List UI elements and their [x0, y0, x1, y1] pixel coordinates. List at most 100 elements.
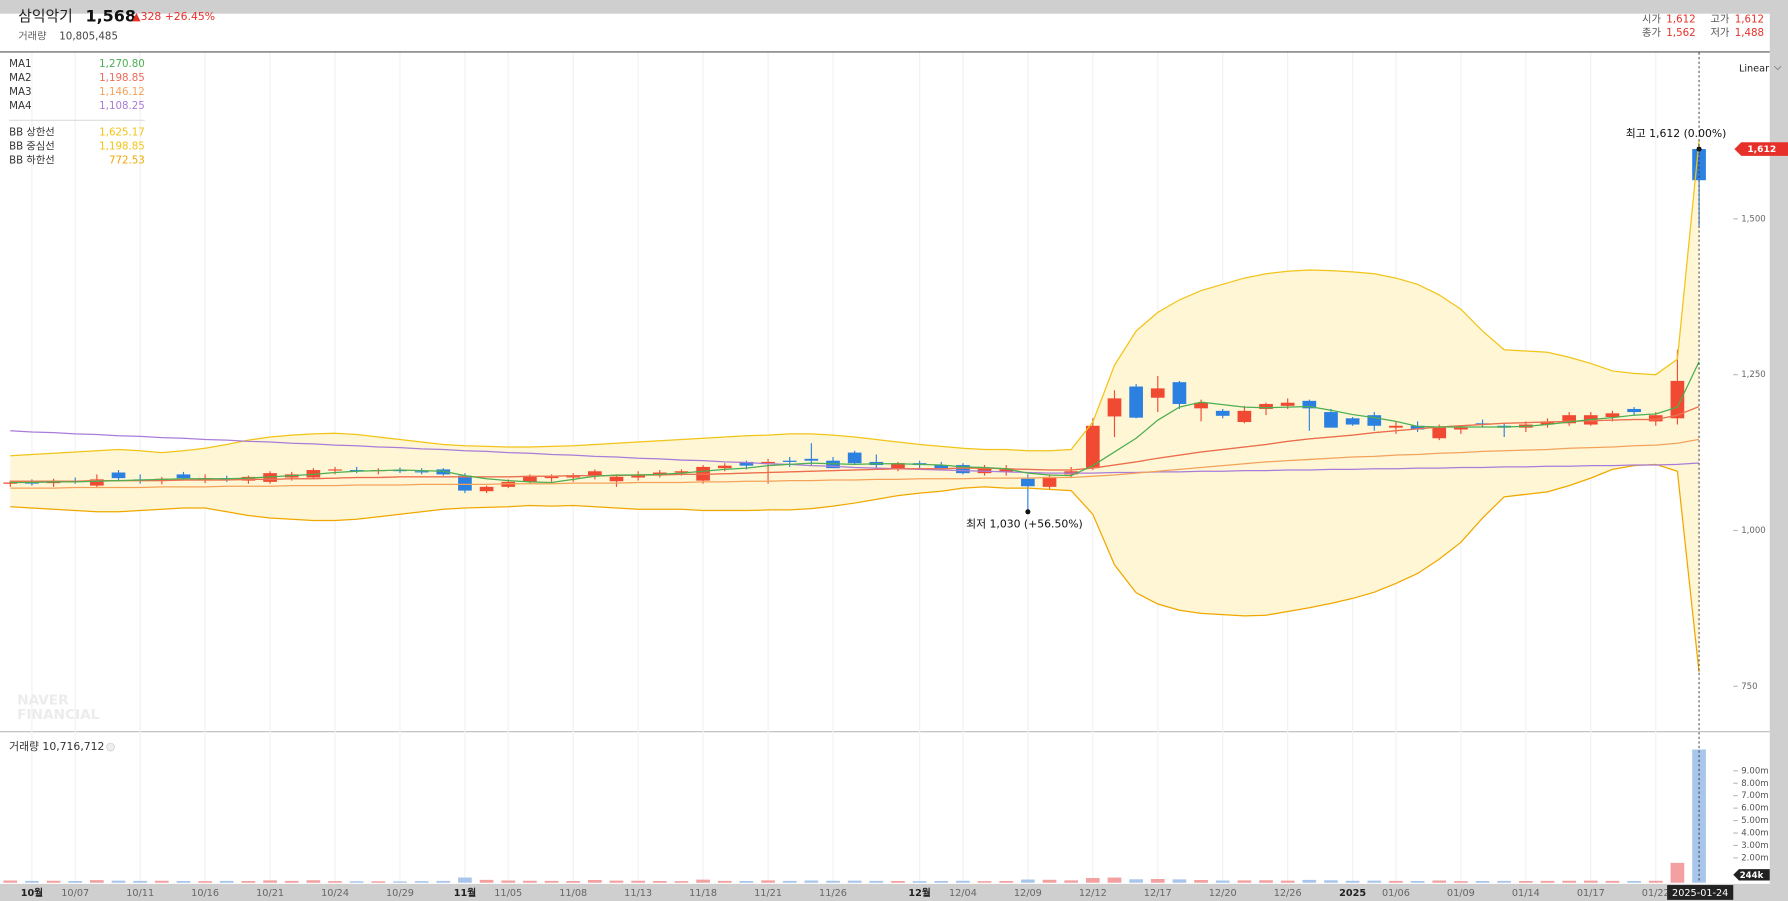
volume-bar — [1454, 881, 1468, 883]
volume-bar — [696, 879, 710, 883]
candle-body — [1389, 425, 1403, 428]
low-annotation: 최저 1,030 (+56.50%) — [966, 517, 1083, 530]
volume-bar — [1540, 880, 1555, 883]
volume-bar — [1562, 880, 1576, 883]
volume-bar — [1085, 878, 1100, 883]
scale-chevron[interactable] — [1773, 65, 1782, 71]
volume-title: 거래량 10,716,712 — [9, 740, 104, 753]
x-tick-label: 10/29 — [386, 888, 414, 899]
candle-body — [1215, 410, 1230, 416]
volume-bar — [739, 881, 754, 883]
candle-body — [782, 460, 797, 462]
line-layer — [10, 140, 1700, 673]
x-tick-label: 12/04 — [949, 888, 977, 899]
volume-bar — [90, 880, 104, 883]
candle-body — [566, 475, 581, 478]
x-tick-label: 11/26 — [819, 888, 847, 899]
watermark: FINANCIAL — [17, 707, 100, 723]
volume-bar — [566, 881, 581, 883]
volume-bar — [847, 880, 862, 883]
candle-body — [1324, 412, 1338, 428]
candle-body — [328, 469, 342, 471]
volume-y-tick-label: 4.00m — [1741, 829, 1768, 839]
volume-y-tick-label: 3.00m — [1741, 841, 1768, 851]
ohlc-value: 1,612 — [1666, 13, 1695, 25]
x-tick-label: 01/06 — [1382, 888, 1410, 899]
x-tick-label: 12/17 — [1144, 888, 1172, 899]
volume-bar — [1215, 880, 1230, 883]
candle-body — [1432, 427, 1447, 439]
volume-bar — [1172, 879, 1187, 883]
volume-bar — [1042, 879, 1057, 883]
volume-settings-icon[interactable] — [106, 742, 115, 752]
candle-body — [1367, 415, 1382, 426]
x-tick-label: 10/11 — [126, 888, 154, 899]
legend-value: 1,108.25 — [99, 100, 145, 112]
label-layer: 삼익악기 1,568 ▲328 +26.45% 거래량 10,805,485 N… — [9, 7, 1788, 900]
legend-name: MA1 — [9, 58, 31, 70]
volume-y-tick-label: 8.00m — [1741, 779, 1768, 789]
volume-bar — [1259, 880, 1273, 883]
candle-body — [1172, 382, 1187, 404]
legend-name: BB 하한선 — [9, 153, 55, 166]
ohlc-value: 1,562 — [1666, 27, 1695, 39]
volume-bar — [1519, 881, 1533, 883]
candle-body — [1302, 400, 1317, 409]
x-tick-label: 10/21 — [256, 888, 284, 899]
x-tick-label: 11/13 — [624, 888, 652, 899]
x-tick-label: 10월 — [21, 887, 43, 899]
volume-bar — [393, 881, 407, 883]
volume-bar — [458, 877, 472, 883]
indicator-line — [10, 405, 1700, 482]
candle-body — [1562, 415, 1576, 424]
x-tick-label: 12월 — [908, 887, 930, 899]
candle-body — [1648, 415, 1663, 422]
candle-body — [1150, 388, 1165, 398]
volume-bar — [1302, 879, 1317, 883]
volume-y-tick-label: 7.00m — [1741, 791, 1768, 801]
y-tick-label: 750 — [1741, 682, 1757, 692]
volume-bar — [1345, 880, 1360, 883]
stock-change: ▲328 +26.45% — [132, 10, 215, 23]
candle-body — [111, 472, 126, 479]
volume-bar — [1129, 879, 1143, 883]
indicator-line — [10, 430, 1700, 474]
scale-toggle[interactable]: Linear — [1739, 63, 1769, 74]
volume-bar — [761, 880, 775, 883]
x-tick-label: 11/08 — [559, 888, 587, 899]
x-tick-label: 11/21 — [754, 888, 782, 899]
candle-body — [90, 479, 104, 486]
volume-bar — [414, 881, 429, 883]
volume-bar — [133, 880, 148, 883]
volume-bar — [782, 880, 797, 883]
x-tick-label: 11/18 — [689, 888, 717, 899]
stock-price: 1,568 — [86, 7, 136, 26]
candle-body — [1454, 427, 1468, 430]
x-tick-label: 10/24 — [321, 888, 349, 899]
volume-bar — [826, 880, 840, 883]
ohlc-value: 1,488 — [1735, 27, 1764, 39]
legend-value: 1,146.12 — [99, 86, 145, 98]
candle-body — [1194, 402, 1208, 409]
candle-body — [1605, 413, 1620, 418]
x-tick-label: 01/14 — [1512, 888, 1540, 899]
y-tick-label: 1,250 — [1741, 370, 1765, 380]
volume-bar — [1670, 862, 1685, 883]
volume-bar — [804, 880, 819, 883]
cursor-date-label: 2025-01-24 — [1672, 888, 1728, 899]
volume-bar — [198, 881, 212, 883]
volume-bar — [68, 881, 83, 883]
y-tick-label: 1,500 — [1741, 214, 1765, 224]
candle-body — [1280, 402, 1295, 406]
candle-body — [956, 465, 970, 474]
x-tick-label: 12/20 — [1209, 888, 1237, 899]
stock-name: 삼익악기 — [18, 8, 73, 25]
candle-body — [1021, 478, 1035, 487]
watermark: NAVER — [17, 692, 69, 708]
low-marker — [1025, 509, 1031, 515]
volume-bar — [1627, 881, 1641, 883]
volume-bar — [891, 881, 905, 883]
legend-name: MA3 — [9, 86, 31, 98]
